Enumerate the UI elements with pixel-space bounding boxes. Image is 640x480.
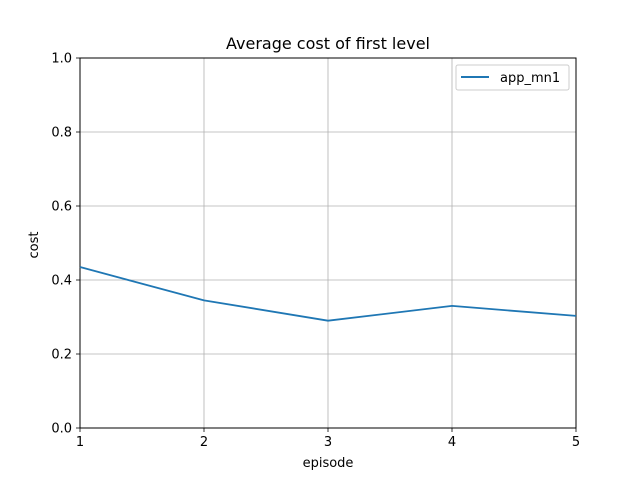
x-tick-label: 5 [572,435,580,450]
y-tick-label: 0.4 [51,274,72,289]
y-tick-label: 0.0 [51,422,72,437]
x-tick-label: 3 [324,435,332,450]
x-axis-label: episode [303,456,354,471]
x-tick-label: 2 [200,435,208,450]
series-layer [79,266,577,322]
y-axis-label: cost [27,232,42,259]
legend: app_mn1 [455,64,570,91]
axis-ticks: 1 2 3 4 5 0.0 0.2 0.4 0.6 0.8 1.0 [51,52,580,451]
legend-label: app_mn1 [500,71,560,86]
y-tick-label: 0.6 [51,200,72,215]
legend-box [455,64,570,91]
y-tick-label: 0.8 [51,126,72,141]
x-tick-label: 4 [448,435,456,450]
y-tick-label: 0.2 [51,348,72,363]
chart-title: Average cost of first level [226,34,430,53]
x-tick-label: 1 [76,435,84,450]
series-line-app_mn1 [79,266,577,322]
y-tick-label: 1.0 [51,52,72,67]
